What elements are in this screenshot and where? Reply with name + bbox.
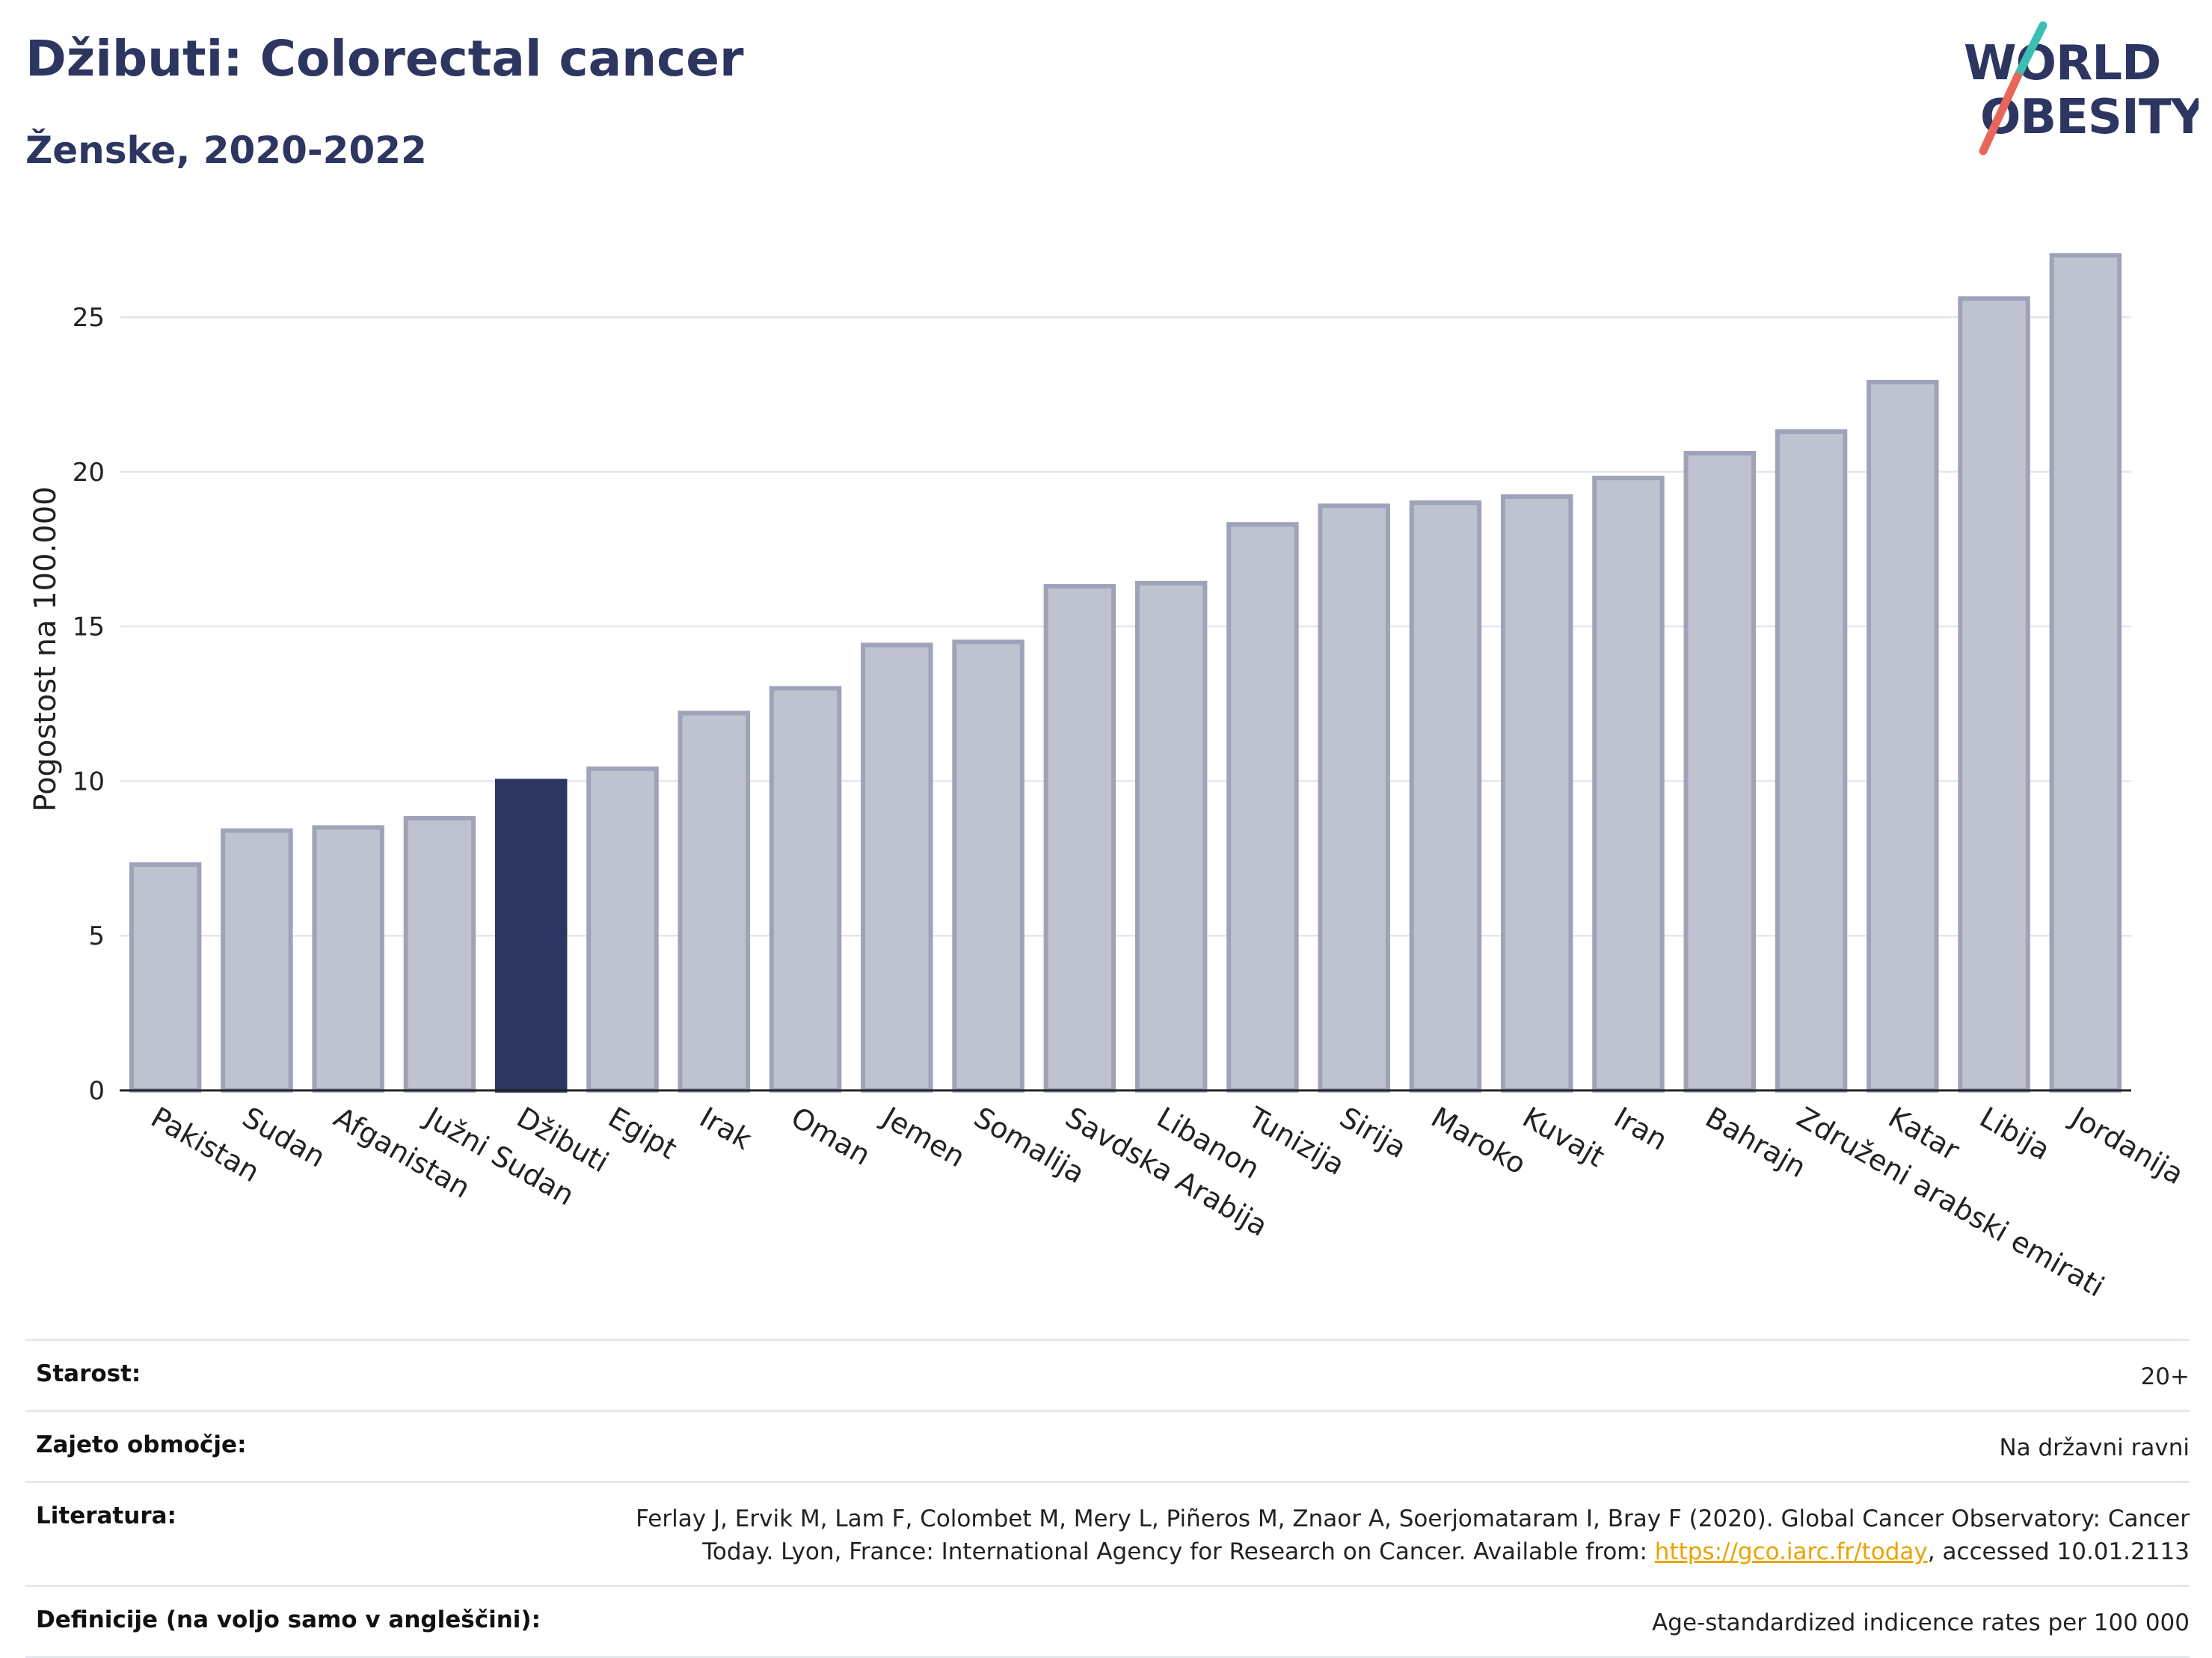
- age-label: Starost:: [36, 1360, 141, 1387]
- bar-libanon: [1134, 580, 1208, 1093]
- bar-združeni-arabski-emirati: [1775, 429, 1848, 1093]
- reference-accessed: , accessed 10.01.2113: [1927, 1538, 2190, 1565]
- bar-bahrajn: [1683, 451, 1757, 1093]
- info-row-definitions: Definicije (na voljo samo v angleščini):…: [25, 1585, 2190, 1658]
- bar-katar: [1867, 379, 1939, 1093]
- bar-irak: [678, 710, 751, 1093]
- y-tick-label: 25: [73, 303, 105, 333]
- info-row-reference: Literatura: Ferlay J, Ervik M, Lam F, Co…: [25, 1481, 2190, 1585]
- x-tick-label: Egipt: [603, 1101, 683, 1166]
- age-value: 20+: [2140, 1363, 2190, 1390]
- logo-slash-red: [1979, 72, 2022, 156]
- bar-džibuti: [494, 779, 568, 1093]
- x-tick-label: Kuvajt: [1517, 1101, 1610, 1173]
- bar-somalija: [952, 639, 1024, 1093]
- coverage-value: Na državni ravni: [1999, 1434, 2190, 1461]
- bar-iran: [1592, 476, 1665, 1093]
- bar-jemen: [861, 642, 933, 1093]
- x-tick-label: Jemen: [876, 1100, 971, 1174]
- bar-sudan: [221, 828, 293, 1093]
- y-axis-title: Pogostost na 100.000: [28, 486, 63, 811]
- bar-maroko: [1409, 500, 1482, 1093]
- world-obesity-logo: WORLD OBESITY: [1964, 21, 2199, 156]
- x-tick-label: Tunizija: [1242, 1100, 1351, 1182]
- logo-text-obesity: OBESITY: [1980, 90, 2199, 145]
- bar-jordanija: [2049, 253, 2122, 1093]
- y-tick-label: 0: [88, 1076, 105, 1106]
- bar-savdska-arabija: [1043, 583, 1116, 1093]
- y-tick-label: 15: [73, 612, 105, 642]
- info-table: Starost: 20+ Zajeto območje: Na državni …: [25, 1339, 2190, 1658]
- x-tick-label: Bahrajn: [1700, 1101, 1811, 1185]
- info-row-coverage: Zajeto območje: Na državni ravni: [25, 1410, 2190, 1481]
- bar-chart: 0 5 10 15 20 25 PakistanSudanAfganistanJužni …: [28, 253, 2190, 1304]
- y-tick-label: 20: [73, 458, 105, 488]
- x-tick-label: Libija: [1974, 1101, 2056, 1167]
- definitions-value: Age-standardized indicence rates per 100…: [1652, 1609, 2190, 1636]
- bar-libija: [1958, 296, 2030, 1093]
- x-tick-label: Jordanija: [2065, 1100, 2190, 1191]
- bar-sirija: [1318, 503, 1390, 1093]
- x-tick-label: Iran: [1609, 1101, 1673, 1157]
- reference-value: Ferlay J, Ervik M, Lam F, Colombet M, Me…: [619, 1502, 2190, 1568]
- y-tick-label: 5: [88, 921, 105, 951]
- y-tick-label: 10: [73, 767, 105, 796]
- bar-južni-sudan: [403, 816, 476, 1093]
- y-axis-ticks: 0 5 10 15 20 25: [73, 303, 105, 1106]
- x-tick-label: Irak: [694, 1101, 757, 1156]
- reference-text: Ferlay J, Ervik M, Lam F, Colombet M, Me…: [636, 1505, 2190, 1565]
- info-row-age: Starost: 20+: [25, 1339, 2190, 1410]
- bar-pakistan: [129, 862, 202, 1093]
- coverage-label: Zajeto območje:: [36, 1431, 247, 1458]
- bar-egipt: [586, 766, 659, 1093]
- logo-slash-teal: [2013, 21, 2047, 81]
- page-subtitle: Ženske, 2020-2022: [25, 129, 427, 172]
- logo-text-world: WORLD: [1964, 36, 2160, 91]
- bar-tunizija: [1226, 522, 1299, 1093]
- x-tick-label: Oman: [786, 1101, 876, 1172]
- definitions-label: Definicije (na voljo samo v angleščini):: [36, 1606, 541, 1633]
- x-tick-label: Maroko: [1425, 1101, 1531, 1181]
- reference-link[interactable]: https://gco.iarc.fr/today: [1654, 1538, 1928, 1565]
- bars: [129, 253, 2122, 1093]
- bar-kuvajt: [1500, 494, 1573, 1093]
- page-title: Džibuti: Colorectal cancer: [25, 30, 744, 87]
- bar-afganistan: [312, 825, 384, 1093]
- bar-oman: [769, 686, 842, 1093]
- reference-label: Literatura:: [36, 1502, 176, 1529]
